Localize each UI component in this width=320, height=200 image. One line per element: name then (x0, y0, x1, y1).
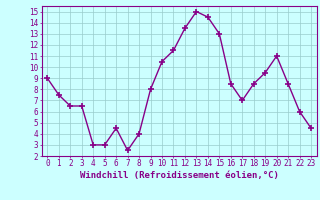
X-axis label: Windchill (Refroidissement éolien,°C): Windchill (Refroidissement éolien,°C) (80, 171, 279, 180)
